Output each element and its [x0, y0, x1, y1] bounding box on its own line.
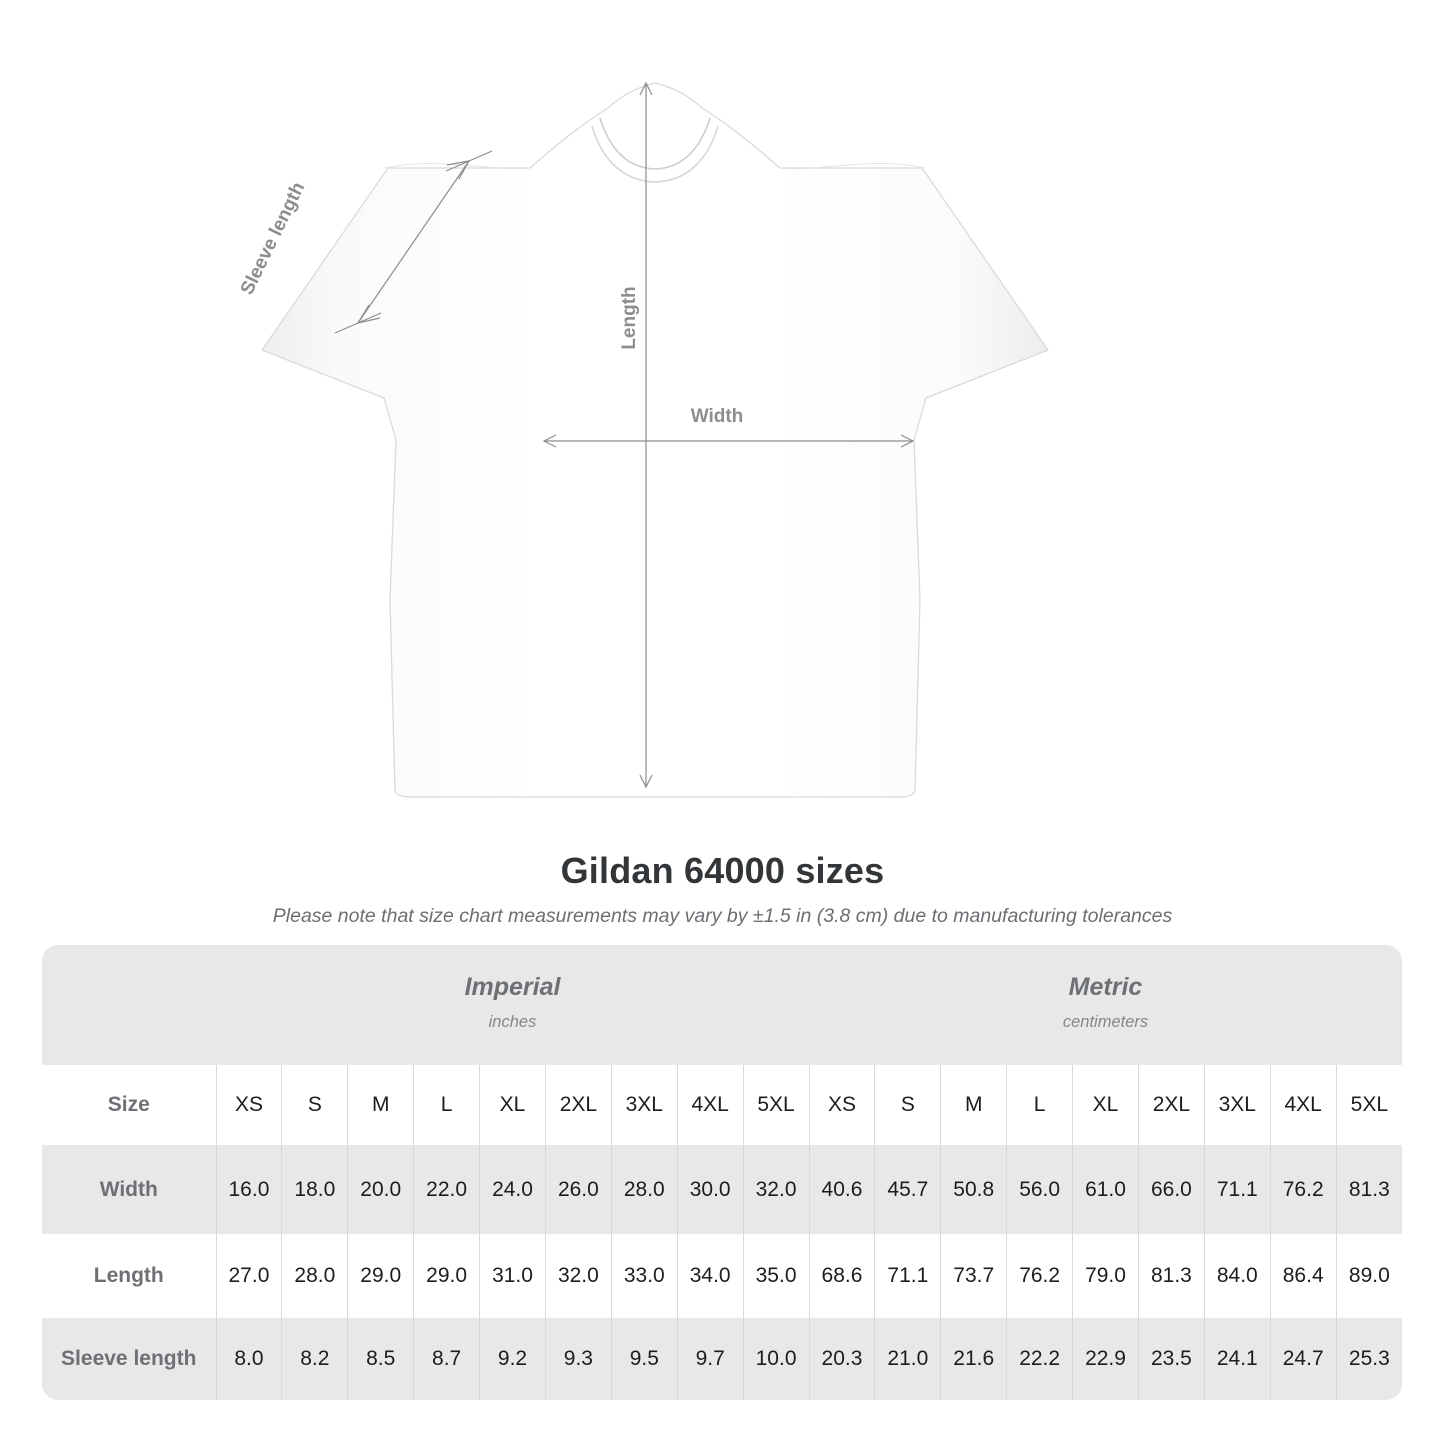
svg-text:Length: Length [619, 286, 640, 349]
svg-text:Sleeve length: Sleeve length [237, 179, 310, 298]
svg-text:Width: Width [691, 406, 744, 427]
